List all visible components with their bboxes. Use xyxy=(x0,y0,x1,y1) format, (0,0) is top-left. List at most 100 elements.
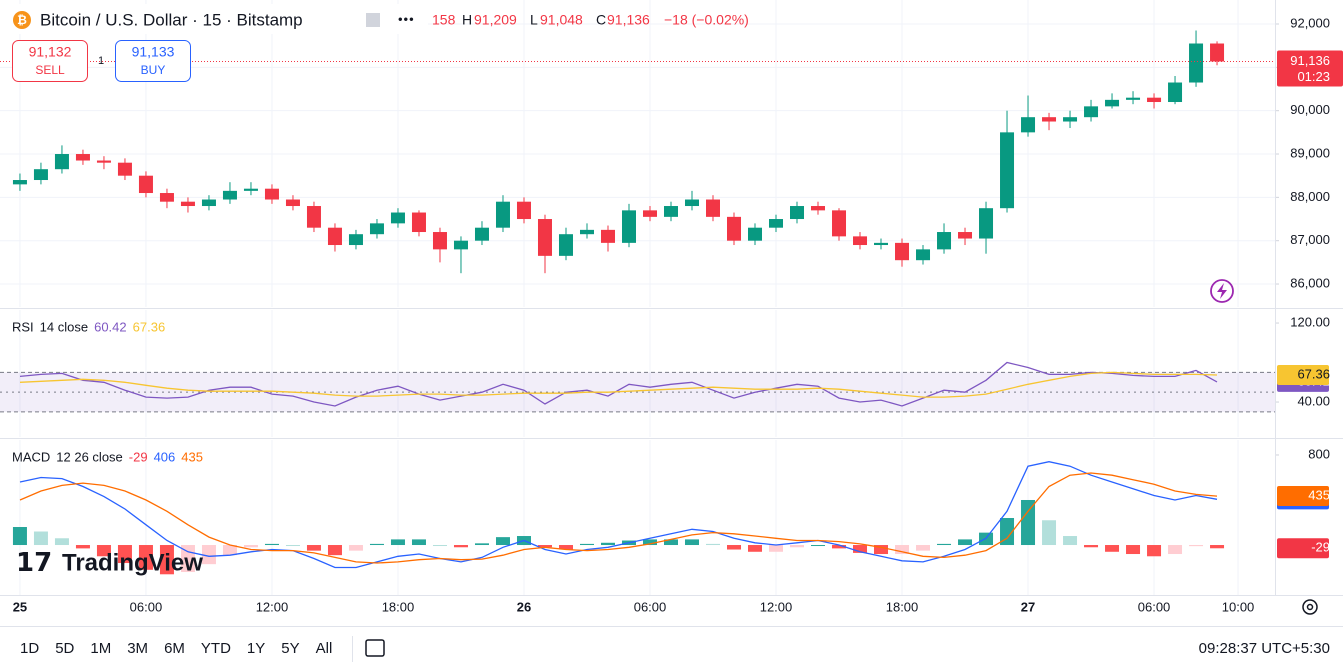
candle-body xyxy=(180,201,195,207)
macd-histogram-bar xyxy=(159,545,174,575)
quantity: 1 xyxy=(98,55,104,67)
candle-body xyxy=(390,212,405,224)
buy-price: 91,133 xyxy=(132,44,175,60)
macd-histogram-bar xyxy=(537,545,552,548)
x-tick-label: 25 xyxy=(13,599,27,614)
candle-body xyxy=(96,160,111,163)
y-tick-label: 88,000 xyxy=(1290,189,1330,204)
sell-button[interactable] xyxy=(12,40,88,82)
macd-histogram-bar xyxy=(12,527,27,546)
logo[interactable]: TradingView xyxy=(62,549,203,576)
rsi-value-badge xyxy=(1277,365,1329,386)
range-button[interactable]: YTD xyxy=(201,640,231,657)
macd-histogram-bar xyxy=(895,545,910,555)
macd-histogram-bar xyxy=(706,543,721,546)
x-tick-label: 18:00 xyxy=(382,599,415,614)
candle-body xyxy=(874,242,889,246)
settings-icon[interactable] xyxy=(1302,599,1318,615)
candle-body xyxy=(1063,117,1078,122)
indicator-params: 12 26 close xyxy=(56,449,123,464)
range-button[interactable]: 1Y xyxy=(247,640,265,657)
buy-label: BUY xyxy=(141,63,166,77)
candle-body xyxy=(1189,43,1204,83)
candle-body xyxy=(769,219,784,228)
alert-icon[interactable] xyxy=(1210,279,1234,303)
macd-histogram-bar xyxy=(222,545,237,556)
header-backdrop xyxy=(0,4,428,34)
range-button[interactable]: 6M xyxy=(164,640,185,657)
range-button[interactable]: 1D xyxy=(20,640,39,657)
compare-icon[interactable] xyxy=(365,639,385,657)
macd-histogram-bar xyxy=(411,539,426,546)
candle-body xyxy=(663,206,678,217)
low-value: 91,048 xyxy=(540,12,583,28)
macd-histogram-bar xyxy=(916,545,931,551)
macd-histogram-bar xyxy=(600,542,615,546)
rsi-value-badge-label: 67.36 xyxy=(1297,366,1330,381)
candle-body xyxy=(1000,132,1015,209)
range-buttons: 1D 5D 1M 3M 6M YTD 1Y 5Y All xyxy=(20,640,332,657)
macd-value-badge xyxy=(1277,538,1329,559)
candle-body xyxy=(1042,117,1057,122)
x-tick-label: 18:00 xyxy=(886,599,919,614)
range-button[interactable]: 5Y xyxy=(281,640,299,657)
candle-body xyxy=(285,199,300,207)
macd-histogram-bar xyxy=(853,545,868,553)
macd-histogram-bar xyxy=(1063,536,1078,546)
macd-histogram-bar xyxy=(1042,520,1057,546)
macd-histogram-bar xyxy=(832,545,847,549)
settings-glyph xyxy=(1306,603,1314,611)
range-button[interactable]: 5D xyxy=(55,640,74,657)
candle-body xyxy=(642,210,657,217)
legend-value: 435 xyxy=(181,449,203,464)
x-tick-label: 06:00 xyxy=(1138,599,1171,614)
indicator-title: MACD xyxy=(12,449,50,464)
x-tick-label: 27 xyxy=(1021,599,1035,614)
candle-body xyxy=(327,227,342,246)
macd-histogram-bar xyxy=(1105,545,1120,552)
macd-line xyxy=(19,472,1218,564)
macd-value-badge-label: -29 xyxy=(1311,540,1330,555)
candle-body xyxy=(811,206,826,211)
range-button[interactable]: 1M xyxy=(90,640,111,657)
symbol-title[interactable]: Bitcoin / U.S. Dollar · 15 · Bitstamp xyxy=(40,10,303,29)
macd-histogram-bar xyxy=(495,537,510,546)
flag-icon[interactable] xyxy=(366,13,380,27)
macd-histogram-bar xyxy=(790,545,805,548)
macd-histogram-bar xyxy=(138,545,153,570)
range-button[interactable]: All xyxy=(316,640,333,657)
candle-body xyxy=(600,229,615,243)
logo-mark: 𝟭𝟳 xyxy=(16,547,52,577)
candle-body xyxy=(1168,82,1183,103)
range-button[interactable]: 3M xyxy=(127,640,148,657)
macd-value-badge xyxy=(1277,486,1329,507)
macd-histogram-bar xyxy=(33,531,48,546)
open-value: 158 xyxy=(432,12,456,28)
candle-body xyxy=(727,216,742,241)
macd-histogram-bar xyxy=(75,545,90,549)
candle-body xyxy=(832,210,847,237)
candle-body xyxy=(453,240,468,250)
candle-body xyxy=(33,169,48,181)
more-icon[interactable]: ••• xyxy=(398,11,415,26)
candle-body xyxy=(12,180,27,185)
buy-button[interactable] xyxy=(115,40,191,82)
candle-body xyxy=(706,199,721,217)
macd-histogram-bar xyxy=(327,545,342,556)
candle-body xyxy=(159,193,174,202)
last-price-badge xyxy=(1277,50,1343,87)
sell-label: SELL xyxy=(35,63,65,77)
alert-glyph xyxy=(1217,283,1227,299)
x-tick-label: 12:00 xyxy=(256,599,289,614)
macd-histogram-bar xyxy=(727,545,742,550)
legend-value: 406 xyxy=(154,449,176,464)
macd-histogram-bar xyxy=(390,539,405,546)
macd-histogram-bar xyxy=(306,545,321,551)
candle-body xyxy=(369,223,384,235)
candle-body xyxy=(495,201,510,228)
candle-body xyxy=(306,206,321,228)
x-tick-label: 06:00 xyxy=(634,599,667,614)
candle-body xyxy=(411,212,426,233)
x-tick-label: 12:00 xyxy=(760,599,793,614)
bitcoin-glyph: ₿ xyxy=(17,13,27,27)
